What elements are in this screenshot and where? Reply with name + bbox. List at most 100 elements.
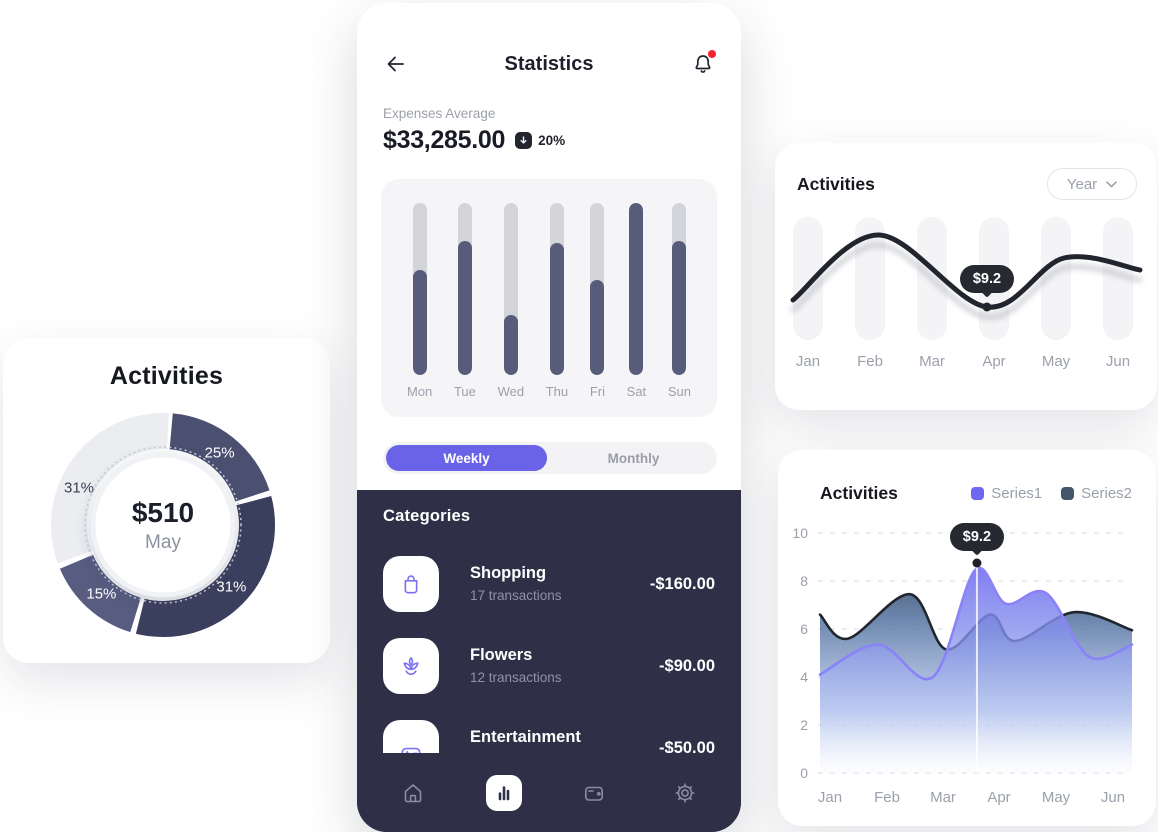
nav-settings-button[interactable] bbox=[667, 775, 703, 811]
page-title: Statistics bbox=[504, 52, 594, 75]
line-chart-svg bbox=[790, 232, 1143, 320]
category-name: Flowers bbox=[470, 646, 533, 664]
category-row-shopping[interactable]: Shopping 17 transactions -$160.00 bbox=[383, 556, 715, 612]
flower-icon bbox=[383, 638, 439, 694]
home-icon bbox=[401, 781, 425, 805]
dotted-ring bbox=[84, 446, 242, 604]
x-tick-label: Jun bbox=[1101, 789, 1125, 806]
line-chart-tooltip: $9.2 bbox=[959, 265, 1014, 293]
weekday-bar-mon: Mon bbox=[407, 203, 432, 399]
nav-wallet-button[interactable] bbox=[576, 775, 612, 811]
activities-line-card: Activities Year Jan Feb Mar Apr May Jun $9.2 bbox=[775, 143, 1157, 410]
line-card-title: Activities bbox=[797, 173, 875, 194]
legend-label: Series2 bbox=[1081, 485, 1132, 502]
donut-segment-15% bbox=[59, 554, 141, 633]
month-label: Apr bbox=[982, 353, 1006, 370]
x-tick-label: Feb bbox=[874, 789, 900, 806]
day-label: Sat bbox=[626, 384, 647, 399]
donut-inner-circle bbox=[90, 452, 236, 598]
nav-home-button[interactable] bbox=[395, 775, 431, 811]
bar-fill bbox=[412, 270, 427, 375]
donut-label: 31% bbox=[216, 579, 246, 596]
chevron-down-icon bbox=[1106, 180, 1117, 188]
notification-dot bbox=[708, 50, 716, 58]
year-line-chart: Jan Feb Mar Apr May Jun $9.2 bbox=[775, 143, 1157, 410]
category-row-flowers[interactable]: Flowers 12 transactions -$90.00 bbox=[383, 638, 715, 694]
phone-header: Statistics bbox=[383, 47, 716, 81]
category-amount: -$160.00 bbox=[649, 574, 715, 593]
y-tick-label: 4 bbox=[800, 669, 808, 685]
legend-item-series1: Series1 bbox=[971, 485, 1042, 502]
statistics-icon bbox=[492, 781, 516, 805]
year-dropdown-value: Year bbox=[1066, 175, 1098, 193]
bottom-navigation bbox=[357, 753, 741, 832]
bar-track bbox=[412, 203, 427, 375]
month-label: Jan bbox=[795, 353, 821, 370]
phone-statistics-screen: Statistics Expenses Average $33,285.00 2… bbox=[357, 3, 741, 832]
donut-center: $510 May bbox=[83, 497, 243, 554]
category-name: Shopping bbox=[470, 564, 547, 582]
month-label: May bbox=[1041, 353, 1071, 370]
area-chart-svg: 0 2 4 6 8 10 Jan Feb Mar Apr May Jun bbox=[792, 525, 1134, 806]
bar-track bbox=[590, 203, 605, 375]
back-button[interactable] bbox=[383, 52, 409, 76]
outline-series1 bbox=[818, 566, 1134, 681]
expenses-amount: $33,285.00 bbox=[383, 126, 506, 154]
month-label: Feb bbox=[857, 353, 883, 370]
activities-area-card: Activities Series1 Series2 0 2 4 6 8 10 Jan Feb M… bbox=[778, 450, 1156, 826]
expenses-summary: Expenses Average $33,285.00 20% bbox=[383, 106, 565, 155]
tooltip-dot bbox=[982, 302, 992, 312]
x-tick-label: Mar bbox=[930, 789, 956, 806]
bar-track bbox=[629, 203, 644, 375]
month-label: Jun bbox=[1105, 353, 1131, 370]
bar-track bbox=[457, 203, 472, 375]
donut-center-value: $510 bbox=[131, 497, 195, 528]
weekday-bar-thu: Thu bbox=[546, 203, 568, 399]
day-label: Tue bbox=[453, 384, 476, 399]
legend-swatch bbox=[1061, 487, 1075, 500]
donut-chart: 25% 31% 15% 31% bbox=[51, 413, 276, 638]
activities-donut-card: Activities 25% 31% 15% 31% $510 May bbox=[3, 338, 330, 663]
chart-legend: Series1 Series2 bbox=[971, 485, 1132, 502]
y-tick-label: 8 bbox=[800, 573, 808, 589]
bell-icon bbox=[691, 52, 715, 76]
toggle-weekly-button[interactable]: Weekly bbox=[386, 445, 547, 471]
y-tick-label: 0 bbox=[800, 765, 808, 781]
y-tick-label: 2 bbox=[800, 717, 808, 733]
legend-label: Series1 bbox=[991, 485, 1043, 502]
day-label: Thu bbox=[545, 384, 569, 399]
month-label: Mar bbox=[919, 353, 945, 370]
day-label: Mon bbox=[407, 384, 433, 399]
weekday-bar-wed: Wed bbox=[497, 203, 525, 399]
day-label: Sun bbox=[667, 384, 691, 399]
weekday-bar-fri: Fri bbox=[590, 203, 605, 399]
bar-fill bbox=[503, 314, 518, 375]
donut-label: 25% bbox=[205, 445, 235, 462]
wallet-icon bbox=[582, 781, 606, 805]
bar-fill bbox=[457, 240, 472, 375]
bar-fill bbox=[629, 203, 644, 375]
expenses-label: Expenses Average bbox=[383, 106, 496, 121]
bar-fill bbox=[672, 240, 687, 375]
weekday-bar-sun: Sun bbox=[668, 203, 691, 399]
arrow-down-badge-icon bbox=[515, 132, 533, 149]
year-dropdown[interactable]: Year bbox=[1047, 168, 1137, 200]
category-amount: -$90.00 bbox=[659, 656, 715, 675]
notifications-button[interactable] bbox=[691, 50, 716, 76]
day-label: Wed bbox=[497, 384, 525, 399]
area-card-title: Activities bbox=[820, 483, 898, 503]
donut-card-title: Activities bbox=[109, 362, 224, 390]
donut-label: 15% bbox=[86, 585, 116, 602]
toggle-monthly-button[interactable]: Monthly bbox=[553, 445, 714, 471]
back-arrow-icon bbox=[383, 52, 409, 76]
category-transactions: 17 transactions bbox=[470, 588, 562, 603]
category-name: Entertainment bbox=[470, 728, 581, 746]
donut-segment-25% bbox=[169, 413, 270, 502]
nav-statistics-button[interactable] bbox=[485, 774, 522, 811]
bar-track bbox=[672, 203, 687, 375]
category-amount: -$50.00 bbox=[659, 738, 715, 757]
period-toggle: Weekly Monthly bbox=[383, 442, 717, 474]
legend-item-series2: Series2 bbox=[1061, 485, 1132, 502]
bar-track bbox=[503, 203, 518, 375]
x-tick-label: Jan bbox=[818, 789, 842, 806]
